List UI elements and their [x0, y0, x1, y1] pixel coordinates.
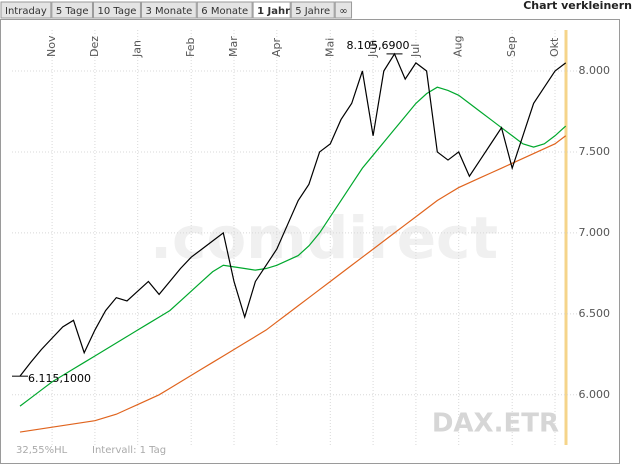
tab[interactable]: [51, 1, 93, 19]
x-tick-label: Mai: [323, 38, 336, 57]
tab-label[interactable]: 5 Tage: [56, 6, 89, 17]
tab-label[interactable]: 5 Jahre: [295, 6, 330, 17]
tab-bar: Intraday 5 Tage 10 Tage 3 Monate 6 Monate 1 J…: [0, 1, 353, 19]
y-tick-label: 7.000: [579, 226, 611, 239]
x-tick-label: Dez: [88, 36, 101, 57]
watermark: .comdirect: [150, 204, 498, 272]
tab[interactable]: [140, 1, 197, 19]
x-tick-label: Jul: [409, 44, 422, 58]
tab[interactable]: [92, 1, 141, 19]
x-tick-label: Okt: [548, 37, 561, 57]
x-tick-label: Jan: [131, 40, 144, 58]
y-tick-label: 6.000: [579, 388, 611, 401]
x-tick-label: Mar: [227, 36, 240, 57]
symbol-watermark: DAX.ETR: [432, 409, 559, 439]
x-tick-label: Aug: [452, 36, 465, 57]
x-tick-label: Apr: [270, 37, 283, 57]
y-tick-label: 7.500: [579, 145, 611, 158]
y-tick-label: 8.000: [579, 64, 611, 77]
tab-label[interactable]: ∞: [339, 6, 347, 17]
x-tick-label: Jun: [366, 40, 379, 58]
tab-label[interactable]: Intraday: [5, 6, 47, 17]
chart-frame: [0, 19, 620, 464]
tab-label[interactable]: 1 Jahr: [257, 6, 290, 17]
value-label: 8.105,6900: [347, 39, 410, 52]
tab[interactable]: [290, 1, 335, 19]
series-line: [19, 86, 567, 407]
footer-hl: 32,55%HL: [16, 445, 68, 456]
y-tick-label: 6.500: [579, 307, 611, 320]
x-tick-label: Nov: [45, 35, 58, 57]
x-tick-label: Sep: [505, 36, 518, 57]
tab[interactable]: [334, 1, 353, 19]
tab[interactable]: [196, 1, 253, 19]
series-line: [19, 135, 567, 433]
x-tick-label: Feb: [184, 38, 197, 57]
footer-interval: Intervall: 1 Tag: [92, 445, 166, 456]
tab-label[interactable]: 6 Monate: [201, 6, 248, 17]
series-line: [19, 52, 567, 377]
shrink-link[interactable]: Chart verkleinern: [523, 0, 632, 12]
tab-label[interactable]: 10 Tage: [97, 6, 136, 17]
tab[interactable]: [252, 1, 291, 19]
tab-label[interactable]: 3 Monate: [145, 6, 192, 17]
tab[interactable]: [0, 1, 52, 19]
value-label: 6.115,1000: [28, 372, 91, 385]
